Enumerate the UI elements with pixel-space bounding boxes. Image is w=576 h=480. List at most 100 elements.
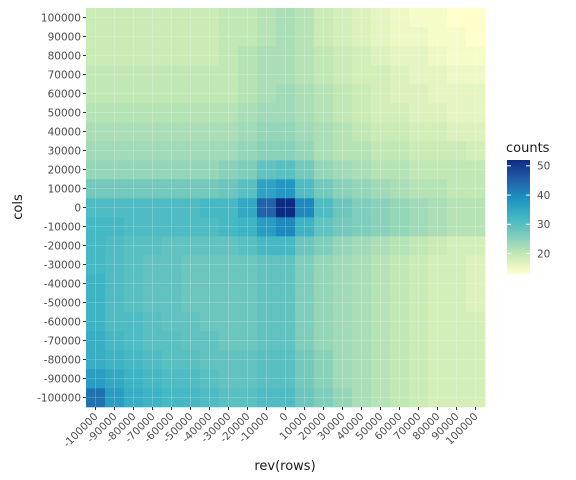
heatmap-cell [333,388,353,408]
heatmap-cell [124,217,144,237]
heatmap-cell [333,179,353,199]
heatmap-cell [257,369,277,389]
y-tick-label: 40000 [48,126,81,138]
heatmap-cell [409,160,429,180]
heatmap-cell [466,8,486,28]
heatmap-cell [105,274,125,294]
heatmap-cell [105,122,125,142]
heatmap-cell [105,331,125,351]
heatmap-cell [371,331,391,351]
heatmap-cell [162,255,182,275]
heatmap-cell [371,160,391,180]
heatmap-cell [238,369,258,389]
heatmap-cell [447,65,467,85]
heatmap-cell [86,198,106,218]
heatmap-cell [447,8,467,28]
heatmap-cell [333,350,353,370]
heatmap-cell [333,217,353,237]
heatmap-cell [162,8,182,28]
heatmap-cell [143,179,163,199]
heatmap-cell [409,141,429,161]
heatmap-cell [390,8,410,28]
heatmap-cell [352,274,372,294]
heatmap-cell [162,331,182,351]
heatmap-cell [276,103,296,123]
heatmap-cell [409,293,429,313]
heatmap-cell [314,141,334,161]
heatmap-cell [447,103,467,123]
heatmap-cell [390,141,410,161]
heatmap-cell [390,274,410,294]
heatmap-cell [390,46,410,66]
heatmap-cell [390,350,410,370]
heatmap-cell [219,236,239,256]
heatmap-cell [162,122,182,142]
heatmap-cell [143,27,163,47]
heatmap-cell [124,198,144,218]
heatmap-cell [409,274,429,294]
heatmap-cell [143,388,163,408]
heatmap-cell [428,179,448,199]
heatmap-cell [276,27,296,47]
heatmap-cell [162,179,182,199]
heatmap-cell [143,369,163,389]
heatmap-cell [276,350,296,370]
heatmap-cell [352,141,372,161]
heatmap-cell [238,217,258,237]
heatmap-cell [276,293,296,313]
heatmap-cell [428,46,448,66]
heatmap-cell [200,46,220,66]
legend-title: counts [506,141,550,156]
heatmap-cell [162,198,182,218]
y-tick-label: -30000 [44,259,81,271]
heatmap-cell [276,141,296,161]
heatmap-cell [314,27,334,47]
heatmap-cell [200,350,220,370]
heatmap-cell [124,331,144,351]
heatmap-cell [105,293,125,313]
heatmap-cell [466,179,486,199]
heatmap-cell [352,65,372,85]
heatmap-cell [162,217,182,237]
heatmap-cell [428,217,448,237]
heatmap-cell [409,236,429,256]
heatmap-cell [162,46,182,66]
heatmap-cell [371,198,391,218]
heatmap-cell [238,46,258,66]
heatmap-cell [181,84,201,104]
heatmap-cell [371,217,391,237]
heatmap-cell [447,84,467,104]
heatmap-cell [162,160,182,180]
heatmap-cell [428,122,448,142]
heatmap-cell [333,255,353,275]
y-tick-label: -10000 [44,221,81,233]
heatmap-cell [86,388,106,408]
heatmap-cell [181,103,201,123]
y-tick-label: -40000 [44,278,81,290]
heatmap-cell [466,46,486,66]
heatmap-cell [333,103,353,123]
heatmap-cell [409,217,429,237]
heatmap-cell [333,122,353,142]
heatmap-cell [428,312,448,332]
heatmap-cell [447,274,467,294]
heatmap-cell [124,369,144,389]
heatmap-cell [86,293,106,313]
heatmap-cell [276,198,296,218]
heatmap-cell [409,198,429,218]
y-tick-label: -100000 [37,392,81,404]
heatmap-cell [238,65,258,85]
heatmap-cell [181,350,201,370]
heatmap-cell [428,198,448,218]
heatmap-cell [124,312,144,332]
heatmap-cell [124,236,144,256]
heatmap-cell [238,198,258,218]
heatmap-cell [447,160,467,180]
heatmap-cell [409,369,429,389]
heatmap-cell [238,293,258,313]
heatmap-cell [86,103,106,123]
heatmap-cell [105,179,125,199]
heatmap-cell [86,27,106,47]
heatmap-cell [181,8,201,28]
